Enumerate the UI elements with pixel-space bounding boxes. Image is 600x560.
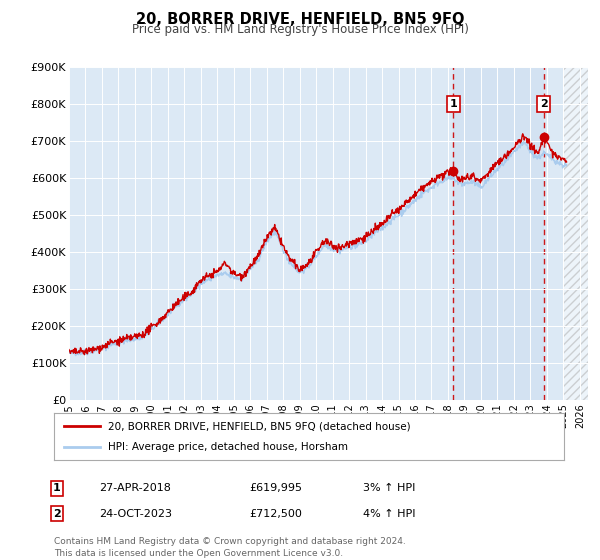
Text: 2: 2	[540, 99, 548, 109]
Text: 1: 1	[449, 99, 457, 109]
Text: 27-APR-2018: 27-APR-2018	[99, 483, 171, 493]
Text: HPI: Average price, detached house, Horsham: HPI: Average price, detached house, Hors…	[107, 442, 347, 452]
Text: 4% ↑ HPI: 4% ↑ HPI	[363, 508, 415, 519]
Text: 2: 2	[53, 508, 61, 519]
Bar	[563, 67, 588, 400]
Text: 20, BORRER DRIVE, HENFIELD, BN5 9FQ: 20, BORRER DRIVE, HENFIELD, BN5 9FQ	[136, 12, 464, 26]
Text: £619,995: £619,995	[249, 483, 302, 493]
Text: Price paid vs. HM Land Registry's House Price Index (HPI): Price paid vs. HM Land Registry's House …	[131, 22, 469, 36]
Text: 3% ↑ HPI: 3% ↑ HPI	[363, 483, 415, 493]
Text: 20, BORRER DRIVE, HENFIELD, BN5 9FQ (detached house): 20, BORRER DRIVE, HENFIELD, BN5 9FQ (det…	[107, 421, 410, 431]
Text: 1: 1	[53, 483, 61, 493]
Text: 24-OCT-2023: 24-OCT-2023	[99, 508, 172, 519]
Bar	[453, 67, 544, 400]
Text: £712,500: £712,500	[249, 508, 302, 519]
Text: Contains HM Land Registry data © Crown copyright and database right 2024.
This d: Contains HM Land Registry data © Crown c…	[54, 537, 406, 558]
